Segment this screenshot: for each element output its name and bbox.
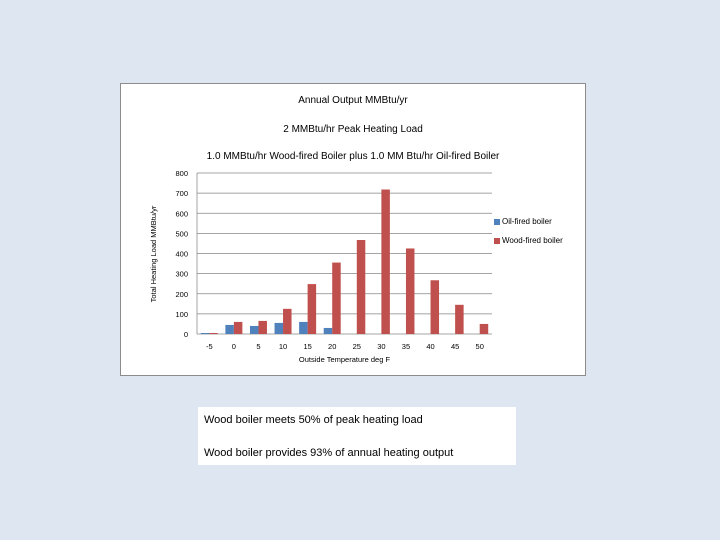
y-axis-label: Total Heating Load MMBtu/yr xyxy=(149,205,158,302)
bar-oil xyxy=(225,324,234,334)
x-tick-label: 5 xyxy=(256,342,260,351)
x-tick-label: 50 xyxy=(476,342,484,351)
bar-wood xyxy=(258,320,267,334)
x-tick-label: -5 xyxy=(206,342,213,351)
x-tick-label: 30 xyxy=(377,342,385,351)
legend-label-oil: Oil-fired boiler xyxy=(502,217,552,226)
legend-item-oil: Oil-fired boiler xyxy=(494,217,552,226)
y-tick-label: 300 xyxy=(175,270,188,279)
legend-item-wood: Wood-fired boiler xyxy=(494,236,563,245)
x-tick-label: 10 xyxy=(279,342,287,351)
bar-wood xyxy=(283,308,292,334)
y-tick-label: 400 xyxy=(175,250,188,259)
summary-note-peak: Wood boiler meets 50% of peak heating lo… xyxy=(204,414,423,426)
y-tick-label: 500 xyxy=(175,229,188,238)
bar-wood xyxy=(381,189,390,334)
bar-wood xyxy=(209,332,218,334)
x-tick-label: 35 xyxy=(402,342,410,351)
y-tick-label: 600 xyxy=(175,209,188,218)
bar-wood xyxy=(455,304,464,334)
x-tick-label: 0 xyxy=(232,342,236,351)
chart-title: Annual Output MMBtu/yr xyxy=(298,95,408,106)
chart-subtitle: 2 MMBtu/hr Peak Heating Load xyxy=(283,124,423,135)
x-axis-label: Outside Temperature deg F xyxy=(299,355,391,364)
summary-note-box: Wood boiler meets 50% of peak heating lo… xyxy=(198,407,516,465)
bar-oil xyxy=(299,321,308,334)
bar-wood xyxy=(479,323,489,334)
chart-panel: Annual Output MMBtu/yr 2 MMBtu/hr Peak H… xyxy=(120,83,586,376)
x-tick-label: 40 xyxy=(426,342,434,351)
y-tick-label: 0 xyxy=(184,330,188,339)
y-tick-label: 700 xyxy=(175,189,188,198)
bar-oil xyxy=(200,332,210,334)
bar-wood xyxy=(405,248,415,334)
x-tick-label: 20 xyxy=(328,342,336,351)
bar-wood xyxy=(356,240,366,334)
bar-wood xyxy=(233,321,243,334)
bar-chart: 0 100 200 300 400 500 600 700 800 -5 0 5 10 15 20 25 30 3… xyxy=(149,169,492,364)
legend-label-wood: Wood-fired boiler xyxy=(502,236,563,245)
legend-swatch-wood xyxy=(494,237,500,244)
y-tick-label: 800 xyxy=(175,169,188,178)
x-tick-label: 45 xyxy=(451,342,459,351)
bar-wood xyxy=(307,284,317,334)
bar-wood xyxy=(332,262,341,334)
bar-wood xyxy=(430,280,440,334)
chart-subtitle-2: 1.0 MMBtu/hr Wood-fired Boiler plus 1.0 … xyxy=(206,151,500,162)
bar-oil xyxy=(249,325,259,334)
legend-swatch-oil xyxy=(494,218,500,225)
x-tick-label: 25 xyxy=(353,342,361,351)
bar-oil xyxy=(274,322,284,334)
y-tick-label: 200 xyxy=(175,290,188,299)
summary-note-annual: Wood boiler provides 93% of annual heati… xyxy=(204,447,454,459)
x-tick-label: 15 xyxy=(303,342,311,351)
bar-oil xyxy=(323,327,333,334)
y-tick-label: 100 xyxy=(175,310,188,319)
